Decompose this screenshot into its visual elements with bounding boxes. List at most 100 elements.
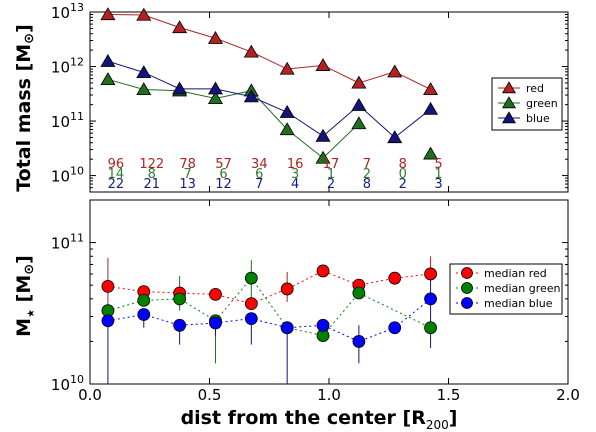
bottom-marker-green-1 [137,294,151,307]
top-marker-green-0 [100,72,116,86]
bottom-marker-blue-1 [137,308,151,321]
bottom-marker-red-3 [209,288,222,301]
count-label-blue-2: 13 [179,177,196,192]
bottom-marker-blue-9 [424,292,437,306]
top-marker-green-9 [423,146,439,160]
bottom-marker-blue-6 [316,318,330,332]
bottom-y-axis-title: M★ [M⊙] [13,255,37,337]
bottom-legend-marker-red [461,267,473,279]
count-label-green-5: 3 [291,167,299,182]
x-axis-title-xlabel_suffix: ] [449,407,458,429]
bottom-y-axis-title-ylabel_suffix: ] [13,255,35,264]
top-marker-blue-7 [351,97,367,111]
bottom-marker-red-8 [388,271,402,285]
top-marker-red-2 [172,20,188,34]
top-marker-red-5 [279,61,295,75]
bottom-marker-blue-5 [280,321,294,335]
count-label-blue-1: 21 [144,177,161,192]
top-legend-label-red: red [526,82,544,95]
top-series-line-blue [107,60,431,139]
top-marker-blue-9 [423,101,439,115]
bottom-marker-blue-3 [209,316,222,330]
bottom-marker-blue-4 [244,312,258,326]
x-tick-label: 0.0 [78,386,102,404]
count-label-green-6: 1 [327,167,335,182]
top-y-tick-label: 1012 [51,56,84,77]
top-marker-red-8 [387,64,403,78]
top-marker-green-5 [279,122,295,136]
count-label-red-7: 7 [363,157,371,172]
bottom-legend-marker-blue [461,297,473,309]
bottom-series-line-blue [107,298,431,342]
count-label-blue-9: 3 [434,177,442,192]
count-label-green-2: 7 [183,167,191,182]
bottom-marker-blue-8 [388,321,402,335]
bottom-y-tick-label: 1011 [51,232,84,253]
bottom-legend-label-green: median green [484,282,561,295]
top-y-tick-exponent: 13 [70,1,84,14]
bottom-marker-green-2 [173,292,187,306]
top-marker-red-1 [136,7,152,21]
bottom-legend-label-blue: median blue [484,297,553,310]
bottom-y-tick-base: 10 [51,235,70,253]
count-label-red-0: 96 [108,157,125,172]
top-marker-green-1 [136,82,152,96]
top-marker-blue-1 [136,65,152,79]
top-series-line-green [107,78,360,159]
top-marker-green-3 [207,91,223,105]
top-y-tick-base: 10 [51,59,70,77]
bottom-marker-red-4 [244,297,258,311]
top-y-tick-label: 1011 [51,110,84,131]
bottom-marker-blue-0 [101,314,115,328]
count-label-green-7: 2 [363,167,371,182]
bottom-marker-blue-2 [173,318,187,332]
count-label-blue-8: 2 [399,177,407,192]
top-marker-red-0 [100,7,116,21]
count-label-red-1: 122 [139,157,164,172]
bottom-y-axis-title-ylabel: M [13,318,35,337]
count-label-red-4: 34 [251,157,268,172]
count-label-blue-3: 12 [215,177,232,192]
top-marker-blue-2 [172,81,188,95]
top-marker-red-7 [351,75,367,89]
top-legend-label-green: green [526,97,558,110]
top-marker-blue-3 [207,81,223,95]
top-marker-blue-5 [279,104,295,118]
count-label-red-6: 17 [323,157,340,172]
bottom-series-line-green [107,277,431,337]
bottom-marker-green-4 [244,271,258,285]
x-tick-label: 1.0 [317,386,341,404]
top-legend-marker-blue [502,111,516,124]
top-marker-blue-8 [387,130,403,144]
bottom-legend-label-red: median red [484,267,547,280]
count-label-green-4: 6 [255,167,263,182]
x-tick-label: 0.5 [198,386,222,404]
bottom-y-tick-label: 1010 [51,373,84,394]
bottom-marker-red-9 [424,267,437,281]
top-y-axis-title-ylabel_suffix: ] [13,24,35,33]
top-y-tick-label: 1013 [51,1,84,22]
count-label-green-3: 6 [219,167,227,182]
top-y-tick-base: 10 [51,168,70,186]
x-axis-title: dist from the center [R200] [181,407,458,432]
top-marker-red-3 [207,30,223,44]
bottom-y-axis-title-ylabel_star: ★ [26,309,37,318]
x-tick-label: 2.0 [556,386,580,404]
x-tick-label: 1.5 [437,386,461,404]
count-label-red-9: 5 [434,157,442,172]
bottom-marker-blue-7 [352,335,366,348]
top-marker-green-6 [315,150,331,164]
bottom-y-tick-exponent: 10 [70,373,84,386]
count-label-red-5: 16 [287,157,304,172]
x-axis-title-xlabel_sub: 200 [426,418,449,432]
top-y-axis-title-ylabel: Total mass [M [13,44,35,192]
top-legend-label-blue: blue [526,112,550,125]
bottom-marker-red-5 [280,282,294,296]
bottom-marker-green-9 [424,321,437,335]
top-marker-blue-6 [315,128,331,142]
top-y-tick-exponent: 11 [70,110,84,123]
count-label-red-3: 57 [215,157,232,172]
